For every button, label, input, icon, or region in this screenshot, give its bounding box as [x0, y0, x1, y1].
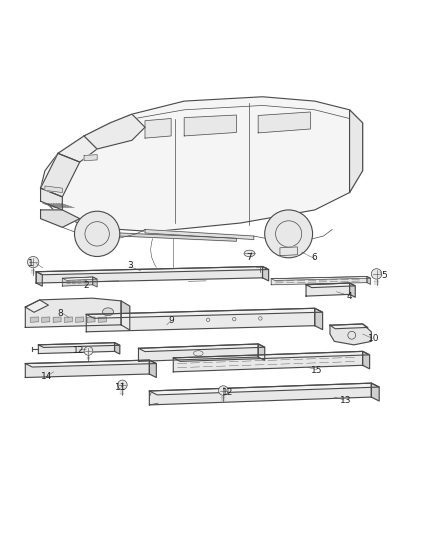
- Polygon shape: [306, 283, 350, 296]
- Text: 8: 8: [57, 309, 63, 318]
- Text: 12: 12: [73, 345, 85, 354]
- Polygon shape: [86, 308, 322, 318]
- Polygon shape: [93, 277, 97, 287]
- Text: 4: 4: [347, 292, 353, 301]
- Circle shape: [74, 211, 120, 256]
- Text: 14: 14: [42, 372, 53, 381]
- Polygon shape: [363, 351, 370, 369]
- Polygon shape: [45, 186, 62, 192]
- Polygon shape: [41, 188, 62, 210]
- Polygon shape: [371, 383, 379, 401]
- Polygon shape: [64, 317, 72, 322]
- Text: 9: 9: [168, 317, 174, 326]
- Polygon shape: [41, 210, 80, 228]
- Circle shape: [117, 380, 127, 390]
- Text: 12: 12: [222, 388, 233, 397]
- Ellipse shape: [102, 308, 113, 316]
- Polygon shape: [31, 317, 39, 322]
- Polygon shape: [36, 266, 268, 275]
- Polygon shape: [115, 343, 120, 354]
- Polygon shape: [42, 317, 49, 322]
- Polygon shape: [62, 277, 93, 286]
- Polygon shape: [41, 154, 80, 197]
- Polygon shape: [121, 301, 130, 330]
- Polygon shape: [36, 266, 262, 283]
- Polygon shape: [76, 317, 84, 322]
- Polygon shape: [25, 298, 121, 327]
- Polygon shape: [58, 136, 97, 162]
- Polygon shape: [25, 300, 48, 312]
- Polygon shape: [25, 360, 156, 367]
- Polygon shape: [315, 308, 322, 329]
- Polygon shape: [173, 351, 363, 372]
- Polygon shape: [271, 277, 367, 285]
- Polygon shape: [280, 247, 297, 256]
- Circle shape: [84, 346, 93, 356]
- Polygon shape: [149, 360, 156, 377]
- Polygon shape: [84, 155, 97, 161]
- Polygon shape: [41, 97, 363, 232]
- Text: 2: 2: [84, 281, 89, 290]
- Polygon shape: [306, 283, 355, 288]
- Ellipse shape: [244, 250, 255, 257]
- Polygon shape: [350, 283, 355, 297]
- Polygon shape: [145, 118, 171, 138]
- Text: 3: 3: [127, 261, 133, 270]
- Circle shape: [219, 386, 228, 395]
- Polygon shape: [138, 344, 265, 352]
- Polygon shape: [86, 308, 315, 332]
- Polygon shape: [350, 110, 363, 192]
- Text: 6: 6: [312, 253, 318, 262]
- Polygon shape: [39, 343, 115, 353]
- Text: 11: 11: [115, 383, 127, 392]
- Polygon shape: [110, 232, 237, 241]
- Polygon shape: [330, 324, 368, 329]
- Polygon shape: [87, 317, 95, 322]
- Polygon shape: [53, 317, 61, 322]
- Polygon shape: [84, 114, 145, 149]
- Polygon shape: [138, 344, 258, 361]
- Text: 15: 15: [311, 366, 323, 375]
- Polygon shape: [25, 360, 149, 377]
- Polygon shape: [184, 115, 237, 136]
- Text: 5: 5: [381, 271, 387, 280]
- Text: 1: 1: [28, 259, 34, 268]
- Polygon shape: [258, 112, 311, 133]
- Polygon shape: [99, 317, 106, 322]
- Polygon shape: [367, 277, 371, 284]
- Circle shape: [28, 256, 39, 268]
- Polygon shape: [258, 344, 265, 360]
- Polygon shape: [262, 266, 268, 281]
- Text: 10: 10: [368, 334, 379, 343]
- Polygon shape: [330, 324, 371, 345]
- Text: 7: 7: [247, 253, 252, 262]
- Polygon shape: [173, 351, 370, 361]
- Polygon shape: [149, 383, 371, 405]
- Polygon shape: [145, 230, 254, 239]
- Polygon shape: [62, 277, 97, 280]
- Polygon shape: [39, 343, 120, 348]
- Polygon shape: [36, 272, 42, 286]
- Polygon shape: [149, 383, 379, 395]
- Polygon shape: [271, 277, 371, 280]
- Circle shape: [371, 269, 382, 279]
- Text: 13: 13: [339, 396, 351, 405]
- Circle shape: [265, 210, 313, 258]
